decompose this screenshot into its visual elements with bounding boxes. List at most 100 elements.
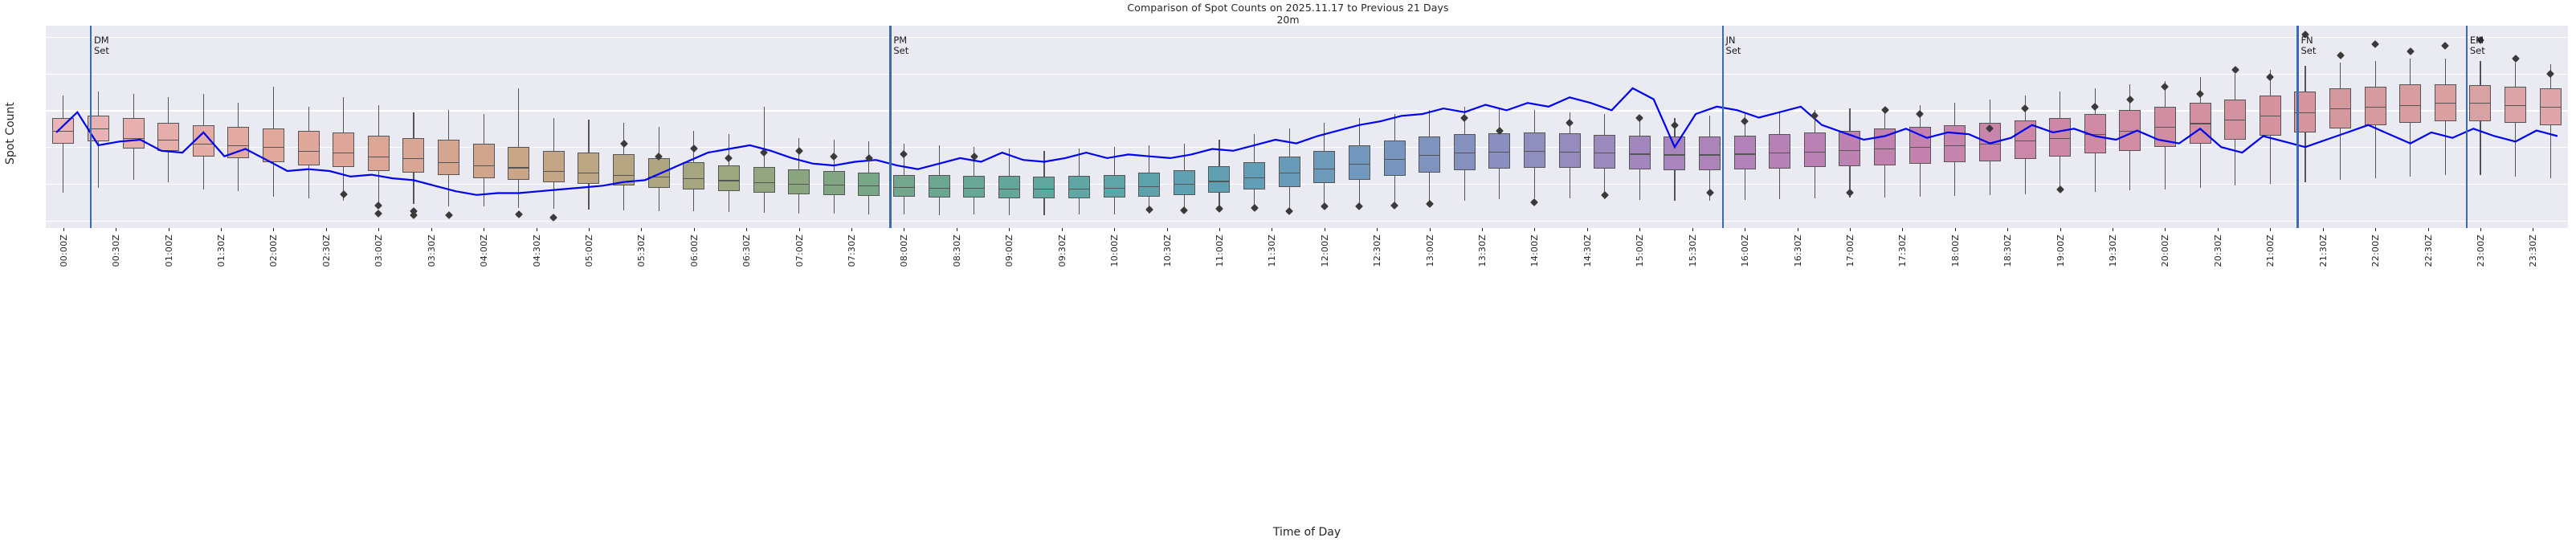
box bbox=[1453, 134, 1476, 170]
y-axis-label: Spot Count bbox=[4, 102, 17, 165]
gridline bbox=[46, 184, 2568, 185]
box bbox=[1628, 136, 1651, 170]
x-tick-label: 07:30Z bbox=[847, 234, 858, 267]
median-line bbox=[2399, 104, 2422, 106]
x-tick-mark bbox=[641, 228, 643, 231]
box bbox=[2259, 96, 2281, 136]
median-line bbox=[613, 174, 635, 176]
x-tick-label: 02:00Z bbox=[268, 234, 280, 267]
x-tick-label: 00:00Z bbox=[58, 234, 69, 267]
median-line bbox=[1488, 151, 1511, 153]
median-line bbox=[2539, 106, 2562, 108]
median-line bbox=[858, 185, 880, 187]
box bbox=[717, 165, 740, 192]
median-line bbox=[1733, 153, 1756, 155]
median-line bbox=[402, 157, 425, 160]
x-tick-mark bbox=[2427, 228, 2429, 231]
event-line-fn[interactable] bbox=[2296, 26, 2299, 228]
box bbox=[52, 117, 75, 144]
x-tick-label: 09:30Z bbox=[1056, 234, 1068, 267]
median-line bbox=[788, 184, 810, 185]
box bbox=[1803, 132, 1826, 168]
median-line bbox=[1348, 163, 1370, 165]
median-line bbox=[2434, 103, 2456, 104]
median-line bbox=[1523, 150, 1545, 152]
x-tick-label: 11:00Z bbox=[1214, 234, 1225, 267]
x-tick-mark bbox=[1219, 228, 1220, 231]
box bbox=[823, 170, 845, 195]
x-tick-mark bbox=[2375, 228, 2377, 231]
median-line bbox=[542, 170, 565, 173]
x-tick-mark bbox=[325, 228, 327, 231]
median-line bbox=[2294, 112, 2317, 113]
gridline bbox=[46, 147, 2568, 149]
x-tick-mark bbox=[1639, 228, 1641, 231]
box bbox=[1594, 134, 1616, 169]
x-tick-label: 12:30Z bbox=[1372, 234, 1383, 267]
median-line bbox=[87, 128, 109, 130]
box bbox=[788, 169, 810, 194]
x-tick-label: 18:00Z bbox=[1949, 234, 1961, 267]
median-line bbox=[683, 178, 705, 180]
box bbox=[1383, 140, 1406, 176]
x-tick-label: 10:00Z bbox=[1109, 234, 1121, 267]
today-line-series bbox=[55, 87, 2558, 196]
x-tick-label: 07:00Z bbox=[794, 234, 805, 267]
x-tick-mark bbox=[2270, 228, 2272, 231]
median-line bbox=[192, 143, 214, 145]
x-tick-label: 16:00Z bbox=[1740, 234, 1751, 267]
median-line bbox=[1138, 185, 1161, 187]
median-line bbox=[227, 145, 250, 147]
chart-subtitle: 20m bbox=[1276, 14, 1300, 26]
x-tick-mark bbox=[1586, 228, 1588, 231]
event-line-jn[interactable] bbox=[1721, 26, 1724, 228]
x-tick-label: 13:00Z bbox=[1424, 234, 1435, 267]
box bbox=[1103, 175, 1125, 198]
median-line bbox=[2119, 130, 2141, 132]
box bbox=[998, 176, 1020, 198]
box bbox=[1488, 132, 1511, 169]
gridline bbox=[46, 110, 2568, 112]
x-tick-label: 11:30Z bbox=[1267, 234, 1278, 267]
box bbox=[1138, 173, 1161, 197]
median-line bbox=[508, 167, 530, 169]
box bbox=[1733, 136, 1756, 169]
x-tick-mark bbox=[2165, 228, 2166, 231]
x-tick-label: 01:00Z bbox=[163, 234, 174, 267]
median-line bbox=[122, 137, 145, 139]
box bbox=[1173, 169, 1195, 195]
box bbox=[1909, 127, 1931, 165]
median-line bbox=[297, 150, 320, 152]
median-line bbox=[1839, 149, 1861, 152]
median-line bbox=[892, 186, 915, 188]
median-line bbox=[1664, 154, 1686, 156]
x-tick-label: 09:00Z bbox=[1004, 234, 1015, 267]
box bbox=[1348, 145, 1370, 180]
x-tick-mark bbox=[588, 228, 590, 231]
x-tick-label: 23:00Z bbox=[2475, 234, 2486, 267]
x-tick-mark bbox=[693, 228, 695, 231]
x-tick-label: 23:30Z bbox=[2528, 234, 2539, 267]
median-line bbox=[2329, 108, 2352, 110]
median-line bbox=[262, 147, 284, 149]
x-tick-label: 01:30Z bbox=[216, 234, 227, 267]
box bbox=[1208, 166, 1231, 193]
whisker bbox=[763, 106, 765, 213]
median-line bbox=[928, 187, 950, 189]
x-tick-label: 06:00Z bbox=[688, 234, 700, 267]
box bbox=[542, 150, 565, 182]
event-line-pm[interactable] bbox=[889, 26, 892, 228]
box bbox=[1278, 156, 1300, 187]
event-line-dm[interactable] bbox=[89, 26, 92, 228]
median-line bbox=[717, 180, 740, 181]
x-tick-mark bbox=[2217, 228, 2219, 231]
event-line-em[interactable] bbox=[2465, 26, 2468, 228]
gridline bbox=[46, 220, 2568, 222]
median-line bbox=[753, 181, 775, 183]
x-tick-mark bbox=[2060, 228, 2061, 231]
box bbox=[2399, 84, 2422, 124]
box bbox=[2224, 99, 2247, 141]
box bbox=[508, 147, 530, 181]
median-line bbox=[438, 161, 460, 163]
x-tick-mark bbox=[2480, 228, 2481, 231]
